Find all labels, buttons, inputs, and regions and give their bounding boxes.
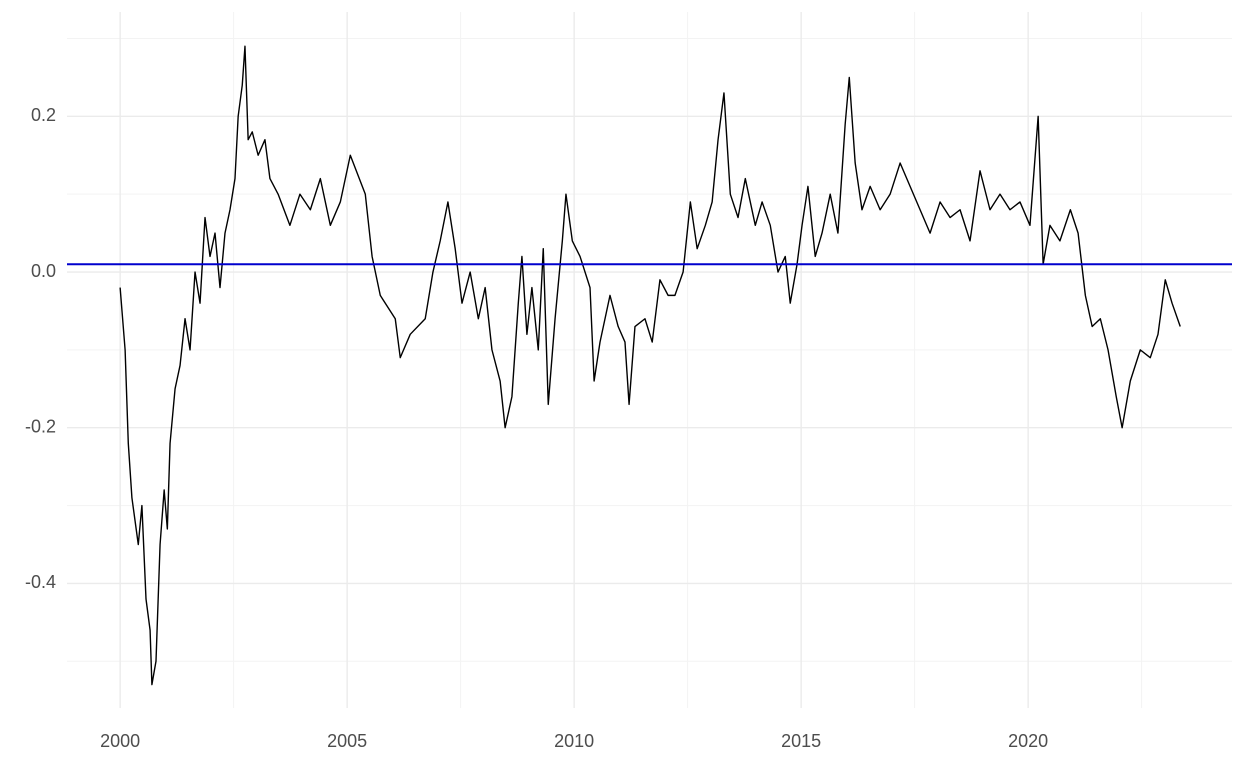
y-tick-label: -0.4 xyxy=(25,572,56,592)
x-tick-label: 2005 xyxy=(327,731,367,751)
y-tick-label: 0.2 xyxy=(31,105,56,125)
y-tick-label: 0.0 xyxy=(31,261,56,281)
y-tick-label: -0.2 xyxy=(25,416,56,436)
x-tick-label: 2020 xyxy=(1008,731,1048,751)
data-line xyxy=(119,45,1181,686)
x-tick-label: 2010 xyxy=(554,731,594,751)
x-tick-label: 2000 xyxy=(100,731,140,751)
x-tick-label: 2015 xyxy=(781,731,821,751)
